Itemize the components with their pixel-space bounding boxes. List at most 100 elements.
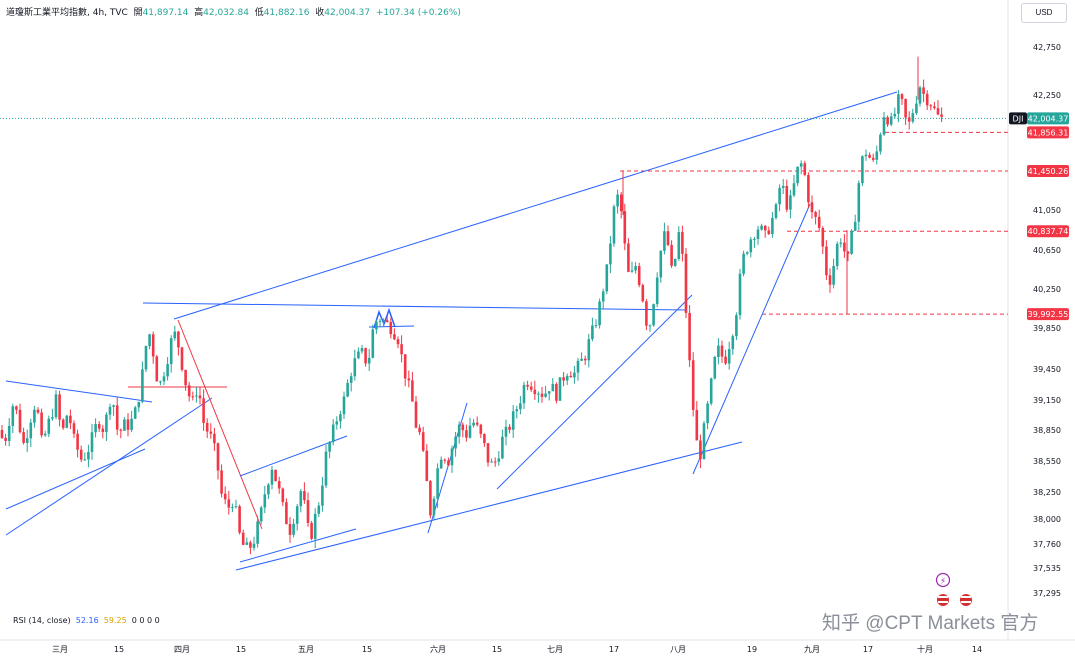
candle-body [591,325,594,340]
candle-body [645,301,648,326]
candle-body [105,414,108,433]
candle-body [349,376,353,383]
low-value: 41,882.16 [263,8,310,18]
candle-body [295,506,299,524]
candle-body [731,336,735,350]
candle-body [439,459,443,469]
close-value: 42,004.37 [324,8,371,18]
price-axis: 42,75042,25041,45041,05040,65040,25039,8… [1009,43,1069,598]
candle-body [558,377,562,401]
price-tick-label: 38,550 [1033,457,1061,466]
candle-body [238,506,241,533]
candle-body [90,432,94,452]
candle-body [897,94,900,114]
candle-body [522,384,526,404]
candle-body [677,232,681,260]
candle-body [821,227,825,247]
candle-body [245,542,249,545]
candle-body [367,357,371,364]
candle-body [911,113,915,122]
candle-body [832,265,835,285]
time-tick-label: 19 [747,645,757,654]
candle-body [846,251,850,254]
price-tag-label: 41,450.26 [1028,167,1069,176]
candle-body [569,375,573,378]
price-tick-label: 40,650 [1033,246,1061,255]
candle-body [123,419,126,431]
candle-body [605,264,609,292]
price-tag-label: 39,992.55 [1028,310,1069,319]
candle-body [720,345,724,357]
watermark: 知乎 @CPT Markets 官方 [822,613,1039,634]
candle-body [529,386,533,390]
candle-body [699,440,702,460]
candle-body [454,436,457,449]
candle-body [209,431,213,434]
candle-body [252,543,256,548]
candle-body [126,419,130,430]
candle-body [382,320,385,322]
time-tick-label: 15 [236,645,246,654]
currency-button[interactable]: USD [1021,3,1067,23]
candle-body [375,321,378,330]
candle-body [321,485,324,506]
candle-body [389,321,393,335]
candle-body [169,338,173,365]
price-tick-label: 37,295 [1033,589,1061,598]
candle-body [637,266,641,286]
candle-body [101,428,105,433]
price-tag-label: 42,004.37 [1028,114,1069,123]
candle-body [756,229,760,239]
candle-body [760,225,763,230]
trendline-upper-channel [173,91,898,320]
candle-body [403,354,407,379]
candle-body [713,357,717,379]
candle-body [889,116,893,125]
candle-body [619,194,623,212]
candle-body [702,423,706,460]
candle-body [652,304,655,326]
time-axis: 三月 15 四月 15 五月 15 六月 15 七月 17 八月 19 九月 17 十月 14 [52,644,982,654]
candle-body [907,117,911,122]
candle-body [58,394,61,420]
candle-body [400,344,403,355]
candle-body [306,500,310,523]
time-tick-label: 17 [609,645,619,654]
candle-body [853,221,857,231]
trendline-april-channel-top [239,435,348,477]
candle-body [191,396,195,398]
price-tick-label: 37,535 [1033,564,1061,573]
price-tag [1027,126,1069,139]
candle-body [270,469,274,485]
rsi-placeholders: 0 0 0 0 [131,616,160,625]
price-tag [1027,225,1069,238]
candle-body [915,103,918,114]
price-tick-label: 37,760 [1033,540,1061,549]
candle-body [69,415,72,424]
candle-body [292,523,295,535]
candle-body [555,383,558,401]
candle-body [457,424,461,437]
candle-body [220,470,223,494]
candle-body [436,468,439,499]
candle-body [497,458,501,462]
candle-body [173,331,177,339]
candle-body [735,315,738,337]
candle-body [281,488,285,503]
trendline-early-support-2 [5,397,213,536]
price-tag [1027,308,1069,321]
candle-body [933,106,936,109]
candle-body [864,154,868,157]
candle-body [537,393,540,395]
candle-body [540,393,544,397]
candle-body [871,157,875,160]
candle-body [277,481,281,489]
candle-body [486,443,490,463]
price-tick-label: 38,000 [1033,515,1061,524]
candle-body [54,394,58,418]
candle-body [407,378,411,381]
us-flag-icon [959,593,973,607]
candle-body [886,117,889,125]
price-tick-label: 40,250 [1033,285,1061,294]
